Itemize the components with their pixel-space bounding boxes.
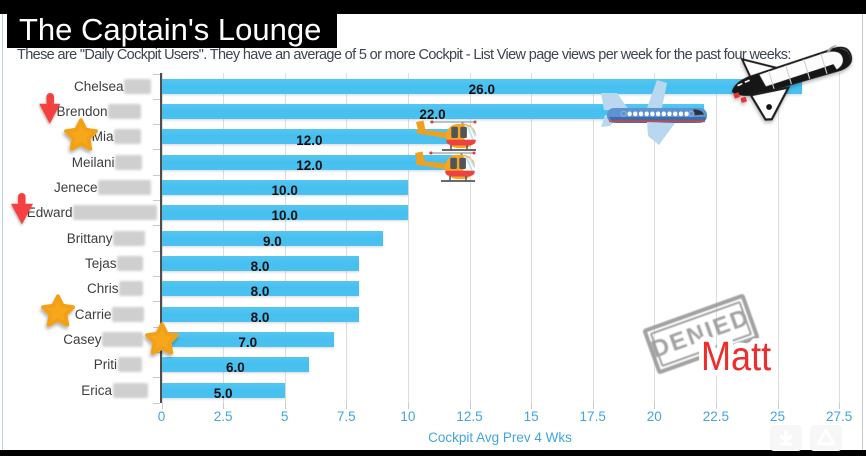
svg-text:Matt: Matt <box>701 334 771 380</box>
